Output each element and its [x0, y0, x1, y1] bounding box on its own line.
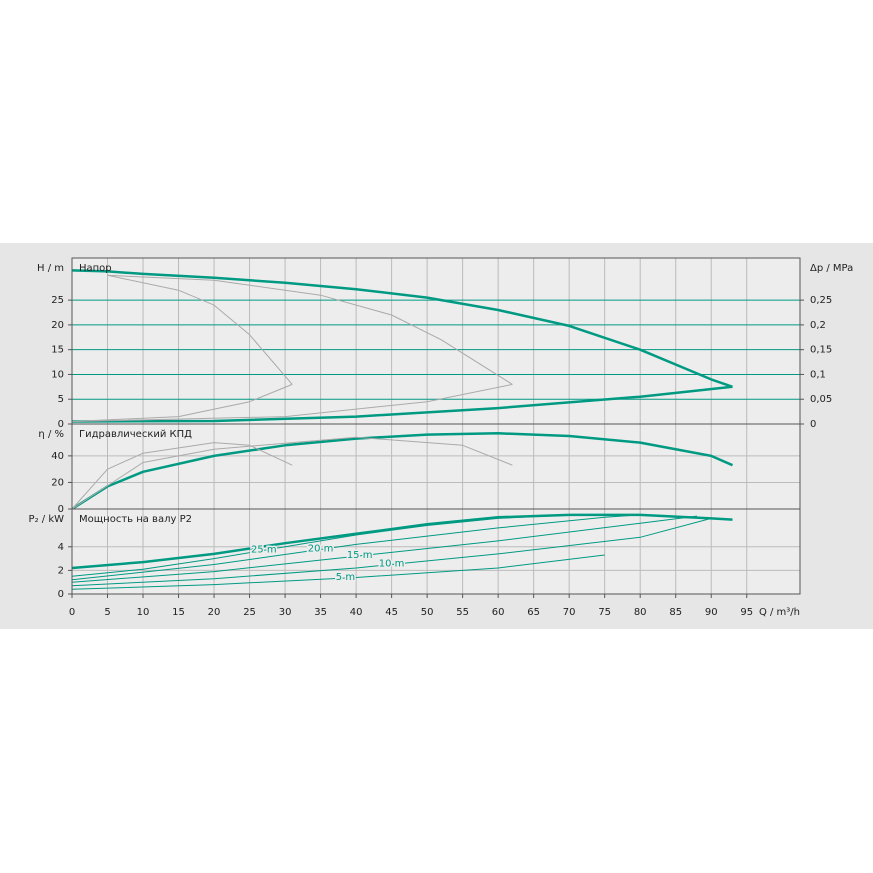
- x-tick-label: 55: [456, 607, 469, 618]
- y2-tick-label: 0: [810, 419, 816, 430]
- curve-label: 10 m: [379, 558, 405, 569]
- x-tick-label: 50: [421, 607, 434, 618]
- curve: [71, 436, 513, 510]
- panel-title: Мощность на валу P2: [79, 514, 192, 525]
- curve: [71, 383, 293, 422]
- y-tick-label: 10: [51, 369, 64, 380]
- curve: [71, 554, 605, 590]
- curve: [71, 269, 733, 388]
- curve-label: 25 m: [251, 544, 277, 555]
- x-tick-label: 60: [492, 607, 505, 618]
- y-tick-label: 0: [58, 589, 64, 600]
- panel-title: Напор: [79, 263, 112, 274]
- x-tick-label: 75: [598, 607, 611, 618]
- y-tick-label: 15: [51, 345, 64, 356]
- x-tick-label: 15: [172, 607, 185, 618]
- curve-label: 5 m: [336, 572, 355, 583]
- y-tick-label: 25: [51, 295, 64, 306]
- x-tick-label: 85: [669, 607, 682, 618]
- curve-label: 20 m: [308, 543, 334, 554]
- y-tick-label: 0: [58, 419, 64, 430]
- curve: [71, 513, 733, 570]
- y2-tick-label: 0,15: [810, 345, 832, 356]
- y-tick-label: 4: [58, 542, 64, 553]
- curve: [71, 515, 698, 583]
- curve: [71, 514, 641, 581]
- y-axis-label: η / %: [38, 429, 64, 440]
- curve: [107, 274, 513, 385]
- x-tick-label: 45: [385, 607, 398, 618]
- y-tick-label: 20: [51, 477, 64, 488]
- x-tick-label: 80: [634, 607, 647, 618]
- y2-axis-label: Δp / MPa: [810, 263, 853, 274]
- x-tick-label: 70: [563, 607, 576, 618]
- y2-tick-label: 0,1: [810, 369, 826, 380]
- x-tick-label: 25: [243, 607, 256, 618]
- curve: [71, 432, 734, 511]
- x-tick-label: 40: [350, 607, 363, 618]
- curve: [71, 385, 733, 423]
- x-tick-label: 65: [527, 607, 540, 618]
- x-tick-label: 95: [740, 607, 753, 618]
- y2-tick-label: 0,05: [810, 394, 832, 405]
- x-tick-label: 20: [208, 607, 221, 618]
- x-tick-label: 5: [104, 607, 110, 618]
- plot-area: [72, 258, 800, 424]
- y2-tick-label: 0,2: [810, 320, 826, 331]
- x-tick-label: 10: [137, 607, 150, 618]
- panel-title: Гидравлический КПД: [79, 429, 192, 440]
- curve-label: 15 m: [347, 550, 373, 561]
- y-tick-label: 20: [51, 320, 64, 331]
- curve: [71, 514, 570, 577]
- x-axis-label: Q / m³/h: [759, 607, 800, 618]
- y-axis-label: H / m: [37, 263, 64, 274]
- plot-area: [72, 424, 800, 509]
- curve: [107, 274, 293, 385]
- x-tick-label: 30: [279, 607, 292, 618]
- x-tick-label: 35: [314, 607, 327, 618]
- y-axis-label: P₂ / kW: [29, 514, 65, 525]
- curve: [71, 442, 293, 510]
- panel-frame: [71, 508, 801, 595]
- curve: [71, 383, 513, 422]
- y-tick-label: 2: [58, 565, 64, 576]
- x-tick-label: 0: [69, 607, 75, 618]
- y-tick-label: 40: [51, 451, 64, 462]
- y-tick-label: 5: [58, 394, 64, 405]
- y-tick-label: 0: [58, 504, 64, 515]
- x-tick-label: 90: [705, 607, 718, 618]
- y2-tick-label: 0,25: [810, 295, 832, 306]
- curve: [71, 517, 712, 587]
